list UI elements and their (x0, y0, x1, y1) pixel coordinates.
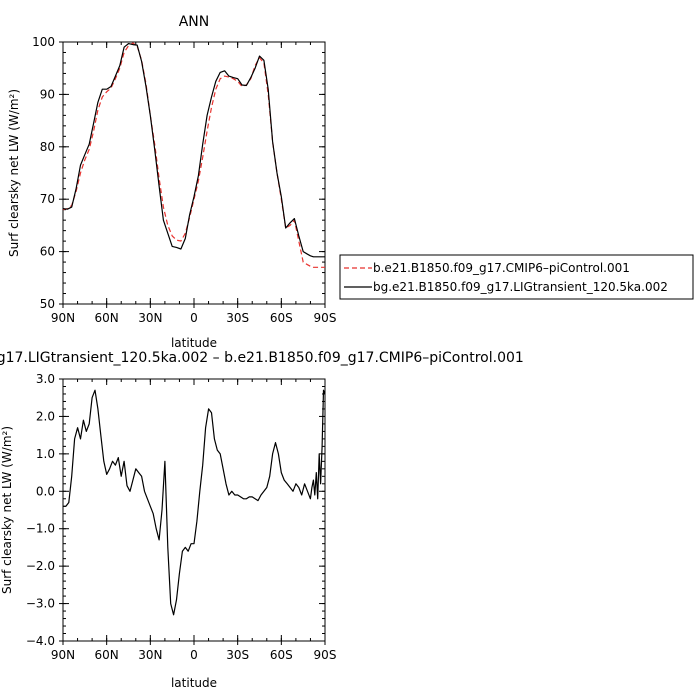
y-tick-label: −2.0 (26, 559, 55, 573)
bottom-panel: bg.e21.B1850.f09_g17.LIGtransient_120.5k… (0, 350, 524, 690)
top-y-ticks: 50 60 70 80 90 100 (32, 35, 325, 311)
bottom-plot-frame (62, 378, 326, 642)
top-series-line-0 (62, 42, 325, 268)
y-tick-label: 80 (40, 140, 55, 154)
legend-label-LIGtransient: bg.e21.B1850.f09_g17.LIGtransient_120.5k… (373, 280, 668, 294)
y-tick-label: 90 (40, 87, 55, 101)
top-plot-frame (62, 41, 326, 305)
top-series (62, 42, 325, 268)
bottom-y-ticks: −4.0 −3.0 −2.0 −1.0 0.0 1.0 2.0 3.0 (26, 372, 325, 648)
top-chart-title: ANN (179, 14, 210, 30)
bottom-series (63, 389, 326, 616)
y-tick-label: −3.0 (26, 597, 55, 611)
legend-label-piControl: b.e21.B1850.f09_g17.CMIP6–piControl.001 (373, 261, 630, 275)
x-tick-label: 90N (51, 311, 75, 325)
y-tick-label: 3.0 (36, 372, 55, 386)
legend-box (339, 254, 694, 300)
x-tick-label: 90N (51, 648, 75, 662)
bottom-x-axis-label: latitude (171, 676, 217, 690)
top-x-ticks: 90N 60N 30N 0 30S 60S 90S (51, 42, 337, 325)
x-tick-label: 60N (95, 648, 119, 662)
top-panel: ANN latitude Surf clearsky net LW (W/m²)… (7, 14, 336, 350)
x-tick-label: 90S (314, 648, 337, 662)
top-series-line-1 (62, 42, 325, 258)
x-tick-label: 30S (226, 311, 249, 325)
bottom-y-axis-label: Surf clearsky net LW (W/m²) (0, 426, 14, 594)
y-tick-label: −1.0 (26, 522, 55, 536)
x-tick-label: 60S (270, 311, 293, 325)
y-tick-label: 1.0 (36, 447, 55, 461)
bottom-series-line-0 (63, 389, 326, 616)
y-tick-label: 50 (40, 297, 55, 311)
y-tick-label: 70 (40, 192, 55, 206)
legend: b.e21.B1850.f09_g17.CMIP6–piControl.001 … (339, 254, 694, 300)
x-tick-label: 30N (138, 311, 162, 325)
y-tick-label: 2.0 (36, 409, 55, 423)
y-tick-label: −4.0 (26, 634, 55, 648)
x-tick-label: 60N (95, 311, 119, 325)
y-tick-label: 100 (32, 35, 55, 49)
x-tick-label: 90S (314, 311, 337, 325)
top-x-axis-label: latitude (171, 336, 217, 350)
x-tick-label: 30N (138, 648, 162, 662)
x-tick-label: 0 (190, 311, 198, 325)
top-y-axis-label: Surf clearsky net LW (W/m²) (7, 89, 21, 257)
y-tick-label: 60 (40, 245, 55, 259)
x-tick-label: 30S (226, 648, 249, 662)
x-tick-label: 0 (190, 648, 198, 662)
x-tick-label: 60S (270, 648, 293, 662)
bottom-x-ticks: 90N 60N 30N 0 30S 60S 90S (51, 379, 337, 662)
bottom-chart-title: bg.e21.B1850.f09_g17.LIGtransient_120.5k… (0, 350, 524, 366)
y-tick-label: 0.0 (36, 484, 55, 498)
